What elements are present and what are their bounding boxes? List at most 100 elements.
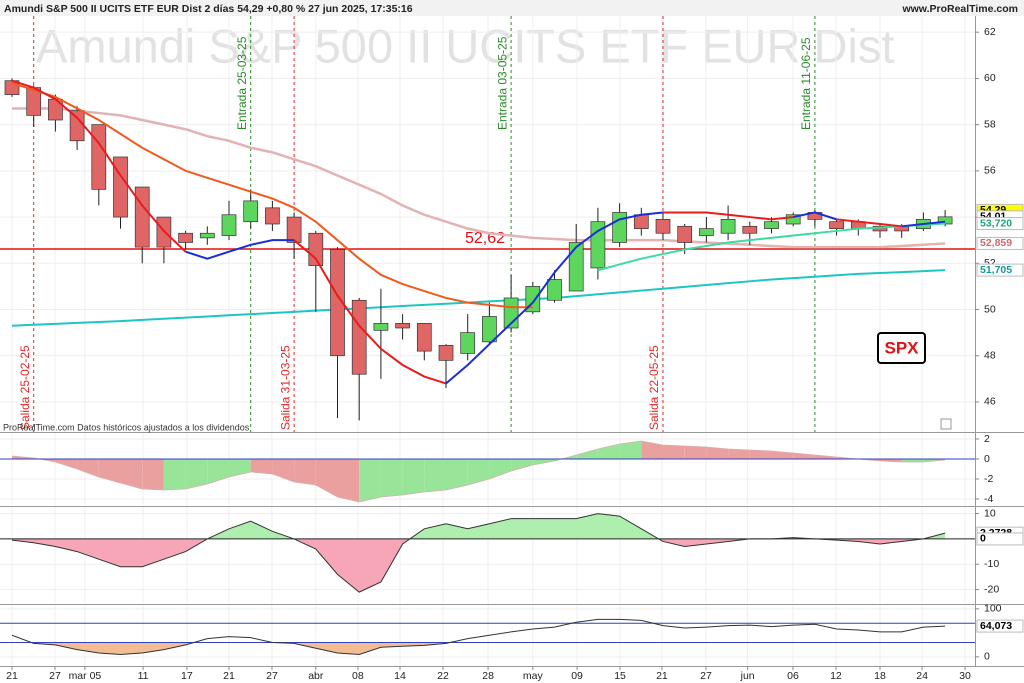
area-segment (359, 459, 381, 502)
site-name: www.ProRealTime.com (901, 3, 1018, 15)
candle-body (221, 214, 237, 236)
area-segment (663, 445, 685, 459)
area-segment (55, 459, 78, 469)
area-segment (489, 459, 512, 479)
candle-body (69, 110, 85, 142)
x-tick-label: 21 (656, 670, 668, 682)
area-segment (337, 459, 360, 502)
area-segment (880, 459, 902, 462)
y-tick-label: 48 (984, 350, 996, 362)
x-tick-label: 28 (482, 670, 494, 682)
candle-body (373, 323, 389, 331)
y-tick-label: 56 (984, 165, 996, 177)
value-label-box (976, 236, 1024, 250)
moving-average (12, 107, 946, 249)
moving-average (11, 82, 533, 309)
candle-body (395, 323, 410, 329)
info-icon (940, 418, 952, 430)
header-bar (0, 0, 1024, 16)
candle-body (330, 249, 345, 357)
value-label: 51,705 (980, 264, 1012, 276)
candle-body (655, 219, 671, 234)
candle-body (416, 323, 432, 352)
badge-box (877, 332, 926, 364)
candle-body (764, 221, 779, 229)
candle-body (438, 344, 454, 361)
y-tick-label: 2 (984, 433, 990, 445)
value-label-box (976, 217, 1024, 231)
area-segment (272, 459, 295, 482)
x-tick-label: 21 (6, 670, 18, 682)
x-tick-label: 18 (874, 670, 886, 682)
x-tick-label: 12 (830, 670, 842, 682)
watermark: Amundi S&P 500 II UCITS ETF EUR Dist (36, 19, 894, 72)
value-label: 0 (980, 533, 986, 545)
area-segment (511, 459, 533, 471)
y-tick-label: 100 (984, 603, 1002, 615)
value-label: 52,859 (980, 237, 1012, 249)
candle-body (699, 228, 714, 236)
plot: 21 27 mar 05 11 17 21 27 abr 08 14 22 28 may 09 15 21 27… (0, 16, 1024, 682)
y-tick-label: 58 (984, 118, 996, 130)
y-tick-label: 0 (984, 453, 990, 465)
x-tick-label: 08 (352, 670, 364, 682)
candle-body (482, 316, 497, 343)
candle-body (134, 186, 150, 248)
moving-average (597, 222, 946, 272)
candle-body (742, 225, 758, 234)
candle-body (829, 221, 844, 229)
x-tick-label: may (523, 670, 544, 682)
area-segment (207, 459, 229, 484)
x-tick-label: abr (308, 670, 324, 682)
event-label: Entrada 03-05-25 (495, 36, 509, 130)
x-tick-label: 22 (437, 670, 449, 682)
area-segment (576, 449, 598, 459)
y-tick-label: 10 (984, 507, 996, 519)
moving-average (11, 269, 946, 327)
candle-body (199, 232, 215, 239)
x-tick-label: 06 (787, 670, 799, 682)
value-label: 53,720 (980, 217, 1012, 229)
indicator-line (11, 513, 946, 593)
candle-body (178, 232, 193, 243)
area-segment (77, 459, 99, 477)
moving-average (185, 211, 946, 385)
area-segment (684, 446, 707, 459)
x-tick-label: 27 (266, 670, 278, 682)
area-segment (185, 459, 208, 489)
indicator-line (11, 440, 946, 503)
event-label: Salida 25-02-25 (18, 345, 32, 430)
y-tick-label: 60 (984, 72, 996, 84)
y-tick-label: -2 (984, 473, 993, 485)
x-tick-label: 09 (571, 670, 583, 682)
event-label: Entrada 11-06-25 (799, 37, 813, 130)
area-segment (749, 450, 772, 459)
x-tick-label: mar 05 (69, 670, 102, 682)
area-segment (294, 459, 316, 485)
candle-body (243, 200, 259, 223)
y-tick-label: -10 (984, 558, 999, 570)
area-segment (98, 459, 121, 483)
indicator-line (11, 618, 946, 655)
y-tick-label: 50 (984, 303, 996, 315)
area-segment (120, 459, 143, 489)
oversold-area (31, 642, 451, 655)
chart-title: Amundi S&P 500 II UCITS ETF EUR Dist 2 d… (4, 3, 413, 15)
area-segment (424, 459, 446, 492)
y-tick-label: 0 (984, 651, 990, 663)
x-tick-label: 21 (223, 670, 235, 682)
x-tick-label: 24 (916, 670, 928, 682)
area-segment (467, 459, 490, 485)
area-positive (207, 513, 946, 539)
area-segment (728, 449, 750, 459)
candle-body (633, 214, 649, 229)
area-segment (814, 455, 837, 459)
x-tick-label: 17 (181, 670, 193, 682)
value-label-box (976, 619, 1024, 633)
candle-body (308, 232, 324, 266)
area-segment (142, 459, 164, 490)
area-segment (532, 459, 555, 465)
candle-body (286, 216, 302, 243)
value-label: 64,073 (980, 620, 1012, 632)
